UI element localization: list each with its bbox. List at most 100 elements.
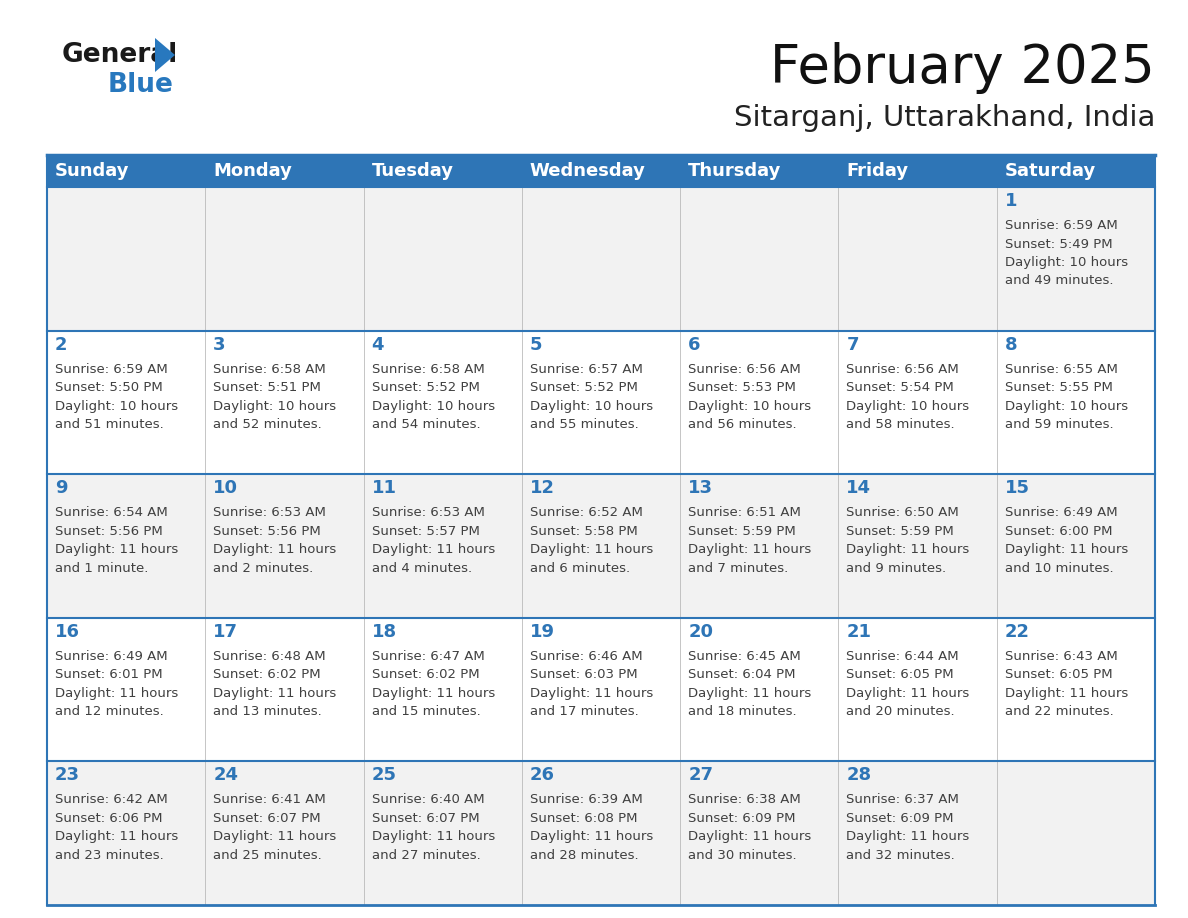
Text: 26: 26 xyxy=(530,767,555,784)
Bar xyxy=(997,330,1155,475)
Bar xyxy=(997,618,1155,761)
Text: 27: 27 xyxy=(688,767,713,784)
Text: Sunrise: 6:52 AM
Sunset: 5:58 PM
Daylight: 11 hours
and 6 minutes.: Sunrise: 6:52 AM Sunset: 5:58 PM Dayligh… xyxy=(530,506,653,575)
Text: Saturday: Saturday xyxy=(1005,162,1097,180)
Bar xyxy=(839,761,997,905)
Bar xyxy=(206,187,364,330)
Bar xyxy=(522,187,681,330)
Bar xyxy=(48,187,206,330)
Text: Sunrise: 6:56 AM
Sunset: 5:54 PM
Daylight: 10 hours
and 58 minutes.: Sunrise: 6:56 AM Sunset: 5:54 PM Dayligh… xyxy=(846,363,969,431)
Bar xyxy=(681,761,839,905)
Bar xyxy=(364,761,522,905)
Bar xyxy=(522,761,681,905)
Text: 22: 22 xyxy=(1005,622,1030,641)
Text: 18: 18 xyxy=(372,622,397,641)
Text: 6: 6 xyxy=(688,336,701,353)
Text: Sunrise: 6:59 AM
Sunset: 5:50 PM
Daylight: 10 hours
and 51 minutes.: Sunrise: 6:59 AM Sunset: 5:50 PM Dayligh… xyxy=(55,363,178,431)
Bar xyxy=(48,155,1155,187)
Text: Thursday: Thursday xyxy=(688,162,782,180)
Bar xyxy=(206,475,364,618)
Text: Wednesday: Wednesday xyxy=(530,162,646,180)
Bar xyxy=(839,330,997,475)
Text: 1: 1 xyxy=(1005,192,1017,210)
Text: 19: 19 xyxy=(530,622,555,641)
Bar xyxy=(48,761,206,905)
Bar xyxy=(681,618,839,761)
Text: 17: 17 xyxy=(214,622,239,641)
Bar xyxy=(997,475,1155,618)
Text: 11: 11 xyxy=(372,479,397,498)
Bar xyxy=(522,618,681,761)
Bar xyxy=(839,187,997,330)
Text: Sunrise: 6:55 AM
Sunset: 5:55 PM
Daylight: 10 hours
and 59 minutes.: Sunrise: 6:55 AM Sunset: 5:55 PM Dayligh… xyxy=(1005,363,1127,431)
Text: Sunrise: 6:53 AM
Sunset: 5:56 PM
Daylight: 11 hours
and 2 minutes.: Sunrise: 6:53 AM Sunset: 5:56 PM Dayligh… xyxy=(214,506,336,575)
Text: 14: 14 xyxy=(846,479,872,498)
Bar xyxy=(522,475,681,618)
Bar xyxy=(681,475,839,618)
Text: 2: 2 xyxy=(55,336,68,353)
Text: Sunrise: 6:56 AM
Sunset: 5:53 PM
Daylight: 10 hours
and 56 minutes.: Sunrise: 6:56 AM Sunset: 5:53 PM Dayligh… xyxy=(688,363,811,431)
Bar xyxy=(364,475,522,618)
Text: 20: 20 xyxy=(688,622,713,641)
Text: Sunrise: 6:50 AM
Sunset: 5:59 PM
Daylight: 11 hours
and 9 minutes.: Sunrise: 6:50 AM Sunset: 5:59 PM Dayligh… xyxy=(846,506,969,575)
Bar xyxy=(364,330,522,475)
Text: Blue: Blue xyxy=(108,72,173,98)
Text: Sunrise: 6:45 AM
Sunset: 6:04 PM
Daylight: 11 hours
and 18 minutes.: Sunrise: 6:45 AM Sunset: 6:04 PM Dayligh… xyxy=(688,650,811,718)
Bar xyxy=(997,761,1155,905)
Bar xyxy=(839,618,997,761)
Text: Monday: Monday xyxy=(214,162,292,180)
Text: 15: 15 xyxy=(1005,479,1030,498)
Text: Sunrise: 6:49 AM
Sunset: 6:00 PM
Daylight: 11 hours
and 10 minutes.: Sunrise: 6:49 AM Sunset: 6:00 PM Dayligh… xyxy=(1005,506,1127,575)
Bar xyxy=(206,761,364,905)
Text: Friday: Friday xyxy=(846,162,909,180)
Text: Sunrise: 6:41 AM
Sunset: 6:07 PM
Daylight: 11 hours
and 25 minutes.: Sunrise: 6:41 AM Sunset: 6:07 PM Dayligh… xyxy=(214,793,336,862)
Bar xyxy=(364,187,522,330)
Text: 23: 23 xyxy=(55,767,80,784)
Bar xyxy=(681,330,839,475)
Text: 16: 16 xyxy=(55,622,80,641)
Polygon shape xyxy=(154,38,175,72)
Text: 28: 28 xyxy=(846,767,872,784)
Text: Sunrise: 6:42 AM
Sunset: 6:06 PM
Daylight: 11 hours
and 23 minutes.: Sunrise: 6:42 AM Sunset: 6:06 PM Dayligh… xyxy=(55,793,178,862)
Text: 13: 13 xyxy=(688,479,713,498)
Text: Sunrise: 6:37 AM
Sunset: 6:09 PM
Daylight: 11 hours
and 32 minutes.: Sunrise: 6:37 AM Sunset: 6:09 PM Dayligh… xyxy=(846,793,969,862)
Text: 8: 8 xyxy=(1005,336,1017,353)
Text: Sunrise: 6:54 AM
Sunset: 5:56 PM
Daylight: 11 hours
and 1 minute.: Sunrise: 6:54 AM Sunset: 5:56 PM Dayligh… xyxy=(55,506,178,575)
Text: February 2025: February 2025 xyxy=(770,42,1155,94)
Text: Sunrise: 6:40 AM
Sunset: 6:07 PM
Daylight: 11 hours
and 27 minutes.: Sunrise: 6:40 AM Sunset: 6:07 PM Dayligh… xyxy=(372,793,495,862)
Text: 4: 4 xyxy=(372,336,384,353)
Text: 3: 3 xyxy=(214,336,226,353)
Text: Sunrise: 6:47 AM
Sunset: 6:02 PM
Daylight: 11 hours
and 15 minutes.: Sunrise: 6:47 AM Sunset: 6:02 PM Dayligh… xyxy=(372,650,495,718)
Text: 7: 7 xyxy=(846,336,859,353)
Text: 10: 10 xyxy=(214,479,239,498)
Bar xyxy=(839,475,997,618)
Text: Sunrise: 6:58 AM
Sunset: 5:51 PM
Daylight: 10 hours
and 52 minutes.: Sunrise: 6:58 AM Sunset: 5:51 PM Dayligh… xyxy=(214,363,336,431)
Bar xyxy=(48,618,206,761)
Text: Sunrise: 6:46 AM
Sunset: 6:03 PM
Daylight: 11 hours
and 17 minutes.: Sunrise: 6:46 AM Sunset: 6:03 PM Dayligh… xyxy=(530,650,653,718)
Text: General: General xyxy=(62,42,178,68)
Text: Sunrise: 6:48 AM
Sunset: 6:02 PM
Daylight: 11 hours
and 13 minutes.: Sunrise: 6:48 AM Sunset: 6:02 PM Dayligh… xyxy=(214,650,336,718)
Text: Sitarganj, Uttarakhand, India: Sitarganj, Uttarakhand, India xyxy=(734,104,1155,132)
Bar xyxy=(206,330,364,475)
Text: Sunrise: 6:39 AM
Sunset: 6:08 PM
Daylight: 11 hours
and 28 minutes.: Sunrise: 6:39 AM Sunset: 6:08 PM Dayligh… xyxy=(530,793,653,862)
Bar xyxy=(48,330,206,475)
Text: Sunrise: 6:51 AM
Sunset: 5:59 PM
Daylight: 11 hours
and 7 minutes.: Sunrise: 6:51 AM Sunset: 5:59 PM Dayligh… xyxy=(688,506,811,575)
Text: Sunday: Sunday xyxy=(55,162,129,180)
Text: Sunrise: 6:49 AM
Sunset: 6:01 PM
Daylight: 11 hours
and 12 minutes.: Sunrise: 6:49 AM Sunset: 6:01 PM Dayligh… xyxy=(55,650,178,718)
Text: 24: 24 xyxy=(214,767,239,784)
Bar xyxy=(48,475,206,618)
Text: Sunrise: 6:44 AM
Sunset: 6:05 PM
Daylight: 11 hours
and 20 minutes.: Sunrise: 6:44 AM Sunset: 6:05 PM Dayligh… xyxy=(846,650,969,718)
Text: Sunrise: 6:58 AM
Sunset: 5:52 PM
Daylight: 10 hours
and 54 minutes.: Sunrise: 6:58 AM Sunset: 5:52 PM Dayligh… xyxy=(372,363,494,431)
Text: 25: 25 xyxy=(372,767,397,784)
Text: Sunrise: 6:57 AM
Sunset: 5:52 PM
Daylight: 10 hours
and 55 minutes.: Sunrise: 6:57 AM Sunset: 5:52 PM Dayligh… xyxy=(530,363,653,431)
Text: Sunrise: 6:59 AM
Sunset: 5:49 PM
Daylight: 10 hours
and 49 minutes.: Sunrise: 6:59 AM Sunset: 5:49 PM Dayligh… xyxy=(1005,219,1127,287)
Text: Tuesday: Tuesday xyxy=(372,162,454,180)
Text: Sunrise: 6:43 AM
Sunset: 6:05 PM
Daylight: 11 hours
and 22 minutes.: Sunrise: 6:43 AM Sunset: 6:05 PM Dayligh… xyxy=(1005,650,1127,718)
Bar xyxy=(522,330,681,475)
Bar xyxy=(681,187,839,330)
Text: Sunrise: 6:38 AM
Sunset: 6:09 PM
Daylight: 11 hours
and 30 minutes.: Sunrise: 6:38 AM Sunset: 6:09 PM Dayligh… xyxy=(688,793,811,862)
Text: Sunrise: 6:53 AM
Sunset: 5:57 PM
Daylight: 11 hours
and 4 minutes.: Sunrise: 6:53 AM Sunset: 5:57 PM Dayligh… xyxy=(372,506,495,575)
Bar xyxy=(364,618,522,761)
Text: 9: 9 xyxy=(55,479,68,498)
Bar xyxy=(206,618,364,761)
